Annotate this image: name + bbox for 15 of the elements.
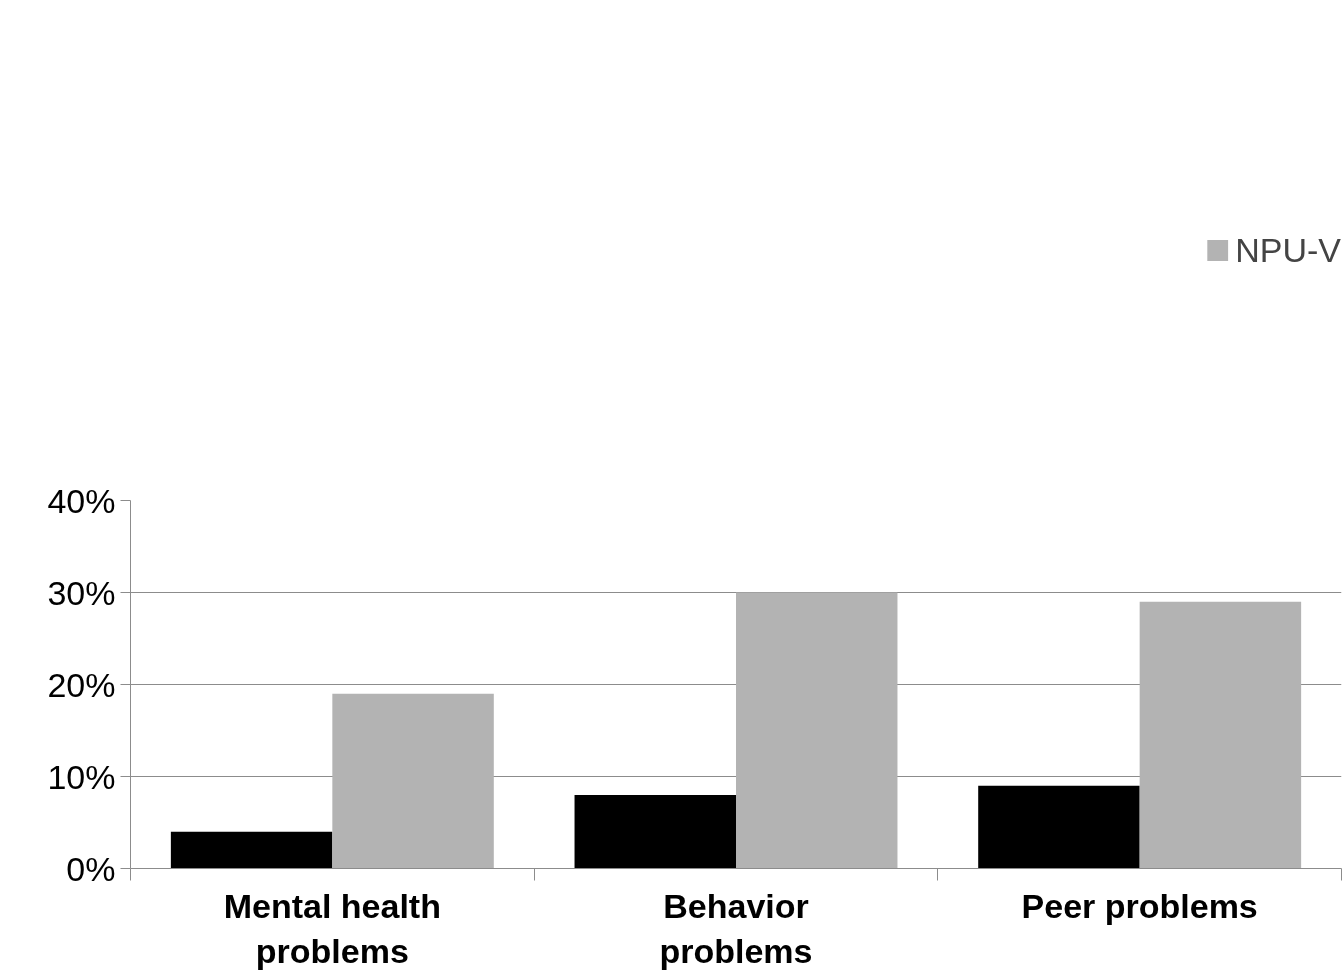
x-tick-label: Mental health problems xyxy=(223,886,441,971)
y-tick-label: 20% xyxy=(47,665,116,704)
legend-label: NPU-V xyxy=(1235,230,1341,270)
bar xyxy=(1139,601,1302,869)
bar xyxy=(170,831,333,869)
bar xyxy=(574,794,736,869)
bar xyxy=(332,693,494,869)
y-tick-label: 10% xyxy=(47,757,116,796)
y-tick-label: 0% xyxy=(66,849,116,888)
y-tick-label: 30% xyxy=(47,573,116,612)
bar xyxy=(978,785,1140,869)
x-tick-label: Peer problems xyxy=(1021,886,1258,925)
y-tick-label: 40% xyxy=(47,481,116,520)
x-tick-label: Behavior problems xyxy=(659,886,813,971)
bar xyxy=(736,592,898,869)
